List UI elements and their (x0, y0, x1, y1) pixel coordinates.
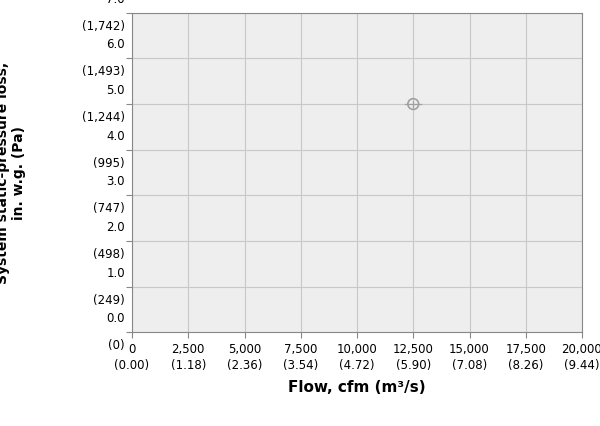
Text: (4.72): (4.72) (339, 359, 375, 371)
Text: (0): (0) (109, 339, 125, 352)
Point (409, 101, 418, 107)
Text: 5.0: 5.0 (107, 84, 125, 97)
Text: (498): (498) (94, 248, 125, 261)
Text: 0.0: 0.0 (107, 312, 125, 325)
Text: (1.18): (1.18) (170, 359, 206, 371)
Text: (1,493): (1,493) (82, 65, 125, 78)
Text: 5,000: 5,000 (228, 343, 261, 357)
Text: 12,500: 12,500 (393, 343, 434, 357)
Text: (995): (995) (94, 157, 125, 170)
Text: 20,000: 20,000 (562, 343, 600, 357)
X-axis label: Flow, cfm (m³/s): Flow, cfm (m³/s) (288, 380, 426, 394)
Text: (1,742): (1,742) (82, 20, 125, 33)
Text: (1,244): (1,244) (82, 111, 125, 124)
Text: 10,000: 10,000 (337, 343, 377, 357)
Text: (5.90): (5.90) (395, 359, 431, 371)
Text: 17,500: 17,500 (505, 343, 546, 357)
Text: 7,500: 7,500 (284, 343, 317, 357)
Text: (7.08): (7.08) (452, 359, 487, 371)
Text: (8.26): (8.26) (508, 359, 544, 371)
Text: (3.54): (3.54) (283, 359, 319, 371)
Text: 0: 0 (128, 343, 136, 357)
Text: (747): (747) (94, 202, 125, 215)
Text: (0.00): (0.00) (115, 359, 149, 371)
Text: 15,000: 15,000 (449, 343, 490, 357)
Text: 4.0: 4.0 (106, 130, 125, 143)
Text: 3.0: 3.0 (107, 176, 125, 188)
Text: (9.44): (9.44) (564, 359, 600, 371)
Text: (2.36): (2.36) (227, 359, 262, 371)
Text: 1.0: 1.0 (106, 267, 125, 280)
Y-axis label: System static-pressure loss,
in. w.g. (Pa): System static-pressure loss, in. w.g. (P… (0, 61, 26, 284)
Text: 2.0: 2.0 (106, 221, 125, 234)
Text: (249): (249) (94, 294, 125, 307)
Text: 7.0: 7.0 (106, 0, 125, 6)
Text: 6.0: 6.0 (106, 38, 125, 52)
Text: 2,500: 2,500 (172, 343, 205, 357)
